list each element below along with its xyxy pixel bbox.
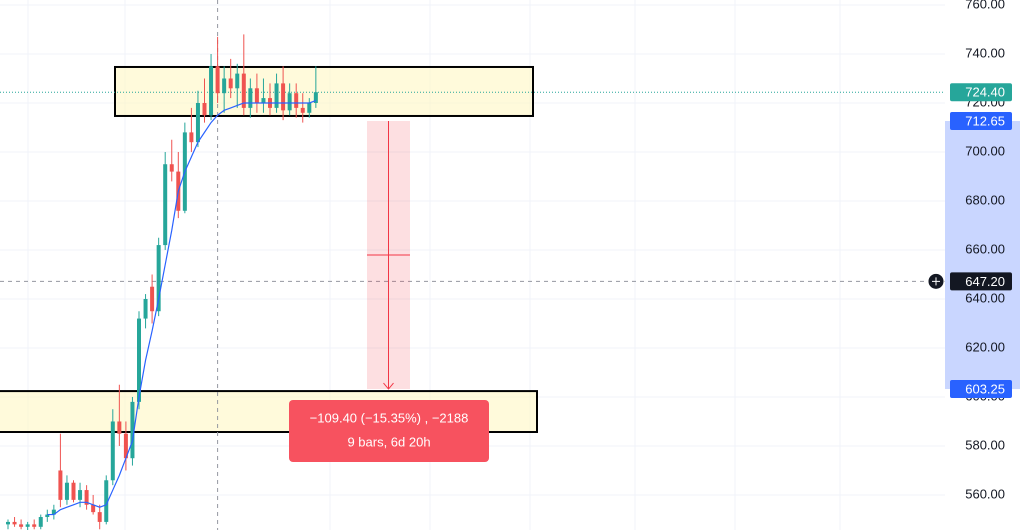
candle-body bbox=[104, 480, 109, 522]
y-tick-label: 580.00 bbox=[965, 437, 1005, 452]
candle-body bbox=[137, 318, 141, 402]
price-label-bg bbox=[950, 380, 1012, 399]
price-label-bg bbox=[950, 272, 1012, 291]
price-label: 603.25 bbox=[965, 381, 1005, 396]
candle-body bbox=[189, 132, 194, 143]
candle-body bbox=[91, 504, 96, 513]
candle-body bbox=[25, 524, 30, 527]
price-label: 724.40 bbox=[965, 85, 1005, 100]
candle-body bbox=[71, 482, 76, 500]
candle-body bbox=[307, 102, 312, 113]
price-label: 712.65 bbox=[965, 113, 1005, 128]
candle-body bbox=[6, 521, 10, 525]
candle-body bbox=[143, 298, 148, 319]
y-tick-label: 740.00 bbox=[965, 45, 1005, 60]
y-tick-label: 680.00 bbox=[965, 192, 1005, 207]
candle-body bbox=[58, 470, 63, 500]
y-tick-label: 760.00 bbox=[965, 0, 1005, 11]
candle-body bbox=[45, 514, 50, 518]
candle-body bbox=[110, 421, 115, 481]
candle-body bbox=[163, 164, 168, 246]
price-label: 647.20 bbox=[965, 274, 1005, 289]
measure-tooltip bbox=[289, 400, 489, 462]
y-tick-label: 560.00 bbox=[965, 486, 1005, 501]
candle-body bbox=[169, 164, 174, 172]
candle-body bbox=[78, 490, 83, 500]
candle-body bbox=[64, 482, 69, 500]
candle-body bbox=[202, 102, 207, 116]
price-label-bg bbox=[950, 83, 1012, 102]
candle-body bbox=[209, 66, 214, 116]
candle-body bbox=[150, 286, 155, 312]
measure-text: −109.40 (−15.35%) , −2188 bbox=[310, 410, 469, 425]
candle-body bbox=[281, 83, 286, 111]
candle-body bbox=[228, 78, 233, 89]
zone bbox=[114, 65, 534, 117]
candle-body bbox=[300, 107, 305, 113]
candle-body bbox=[123, 433, 128, 459]
y-tick-label: 640.00 bbox=[965, 290, 1005, 305]
candle-body bbox=[294, 93, 299, 108]
candle-body bbox=[38, 517, 43, 527]
moving-average bbox=[47, 99, 317, 516]
candle-body bbox=[215, 66, 220, 94]
candle-body bbox=[222, 78, 227, 94]
axis-range bbox=[945, 120, 1020, 390]
candle-body bbox=[97, 512, 102, 522]
price-label-bg bbox=[950, 111, 1012, 130]
candle-body bbox=[254, 88, 259, 103]
measure-arrow-head bbox=[383, 382, 394, 390]
candle-body bbox=[19, 524, 24, 527]
candle-body bbox=[32, 524, 37, 527]
candle-body bbox=[241, 73, 246, 108]
candle-body bbox=[261, 98, 266, 103]
candle-body bbox=[130, 401, 135, 459]
candle-body bbox=[51, 509, 56, 515]
y-tick-label: 620.00 bbox=[965, 339, 1005, 354]
candle-body bbox=[313, 92, 318, 103]
candle-body bbox=[195, 102, 200, 143]
candle-body bbox=[248, 88, 253, 108]
candle-body bbox=[84, 490, 89, 505]
candle-body bbox=[117, 421, 122, 434]
y-tick-label: 660.00 bbox=[965, 241, 1005, 256]
measure-text: 9 bars, 6d 20h bbox=[347, 434, 430, 449]
plus-icon bbox=[932, 277, 940, 286]
y-tick-label: 700.00 bbox=[965, 143, 1005, 158]
candle-body bbox=[156, 245, 161, 312]
candle-body bbox=[235, 73, 240, 89]
candle-body bbox=[12, 521, 17, 525]
candle-body bbox=[287, 93, 292, 111]
candle-body bbox=[274, 83, 279, 108]
